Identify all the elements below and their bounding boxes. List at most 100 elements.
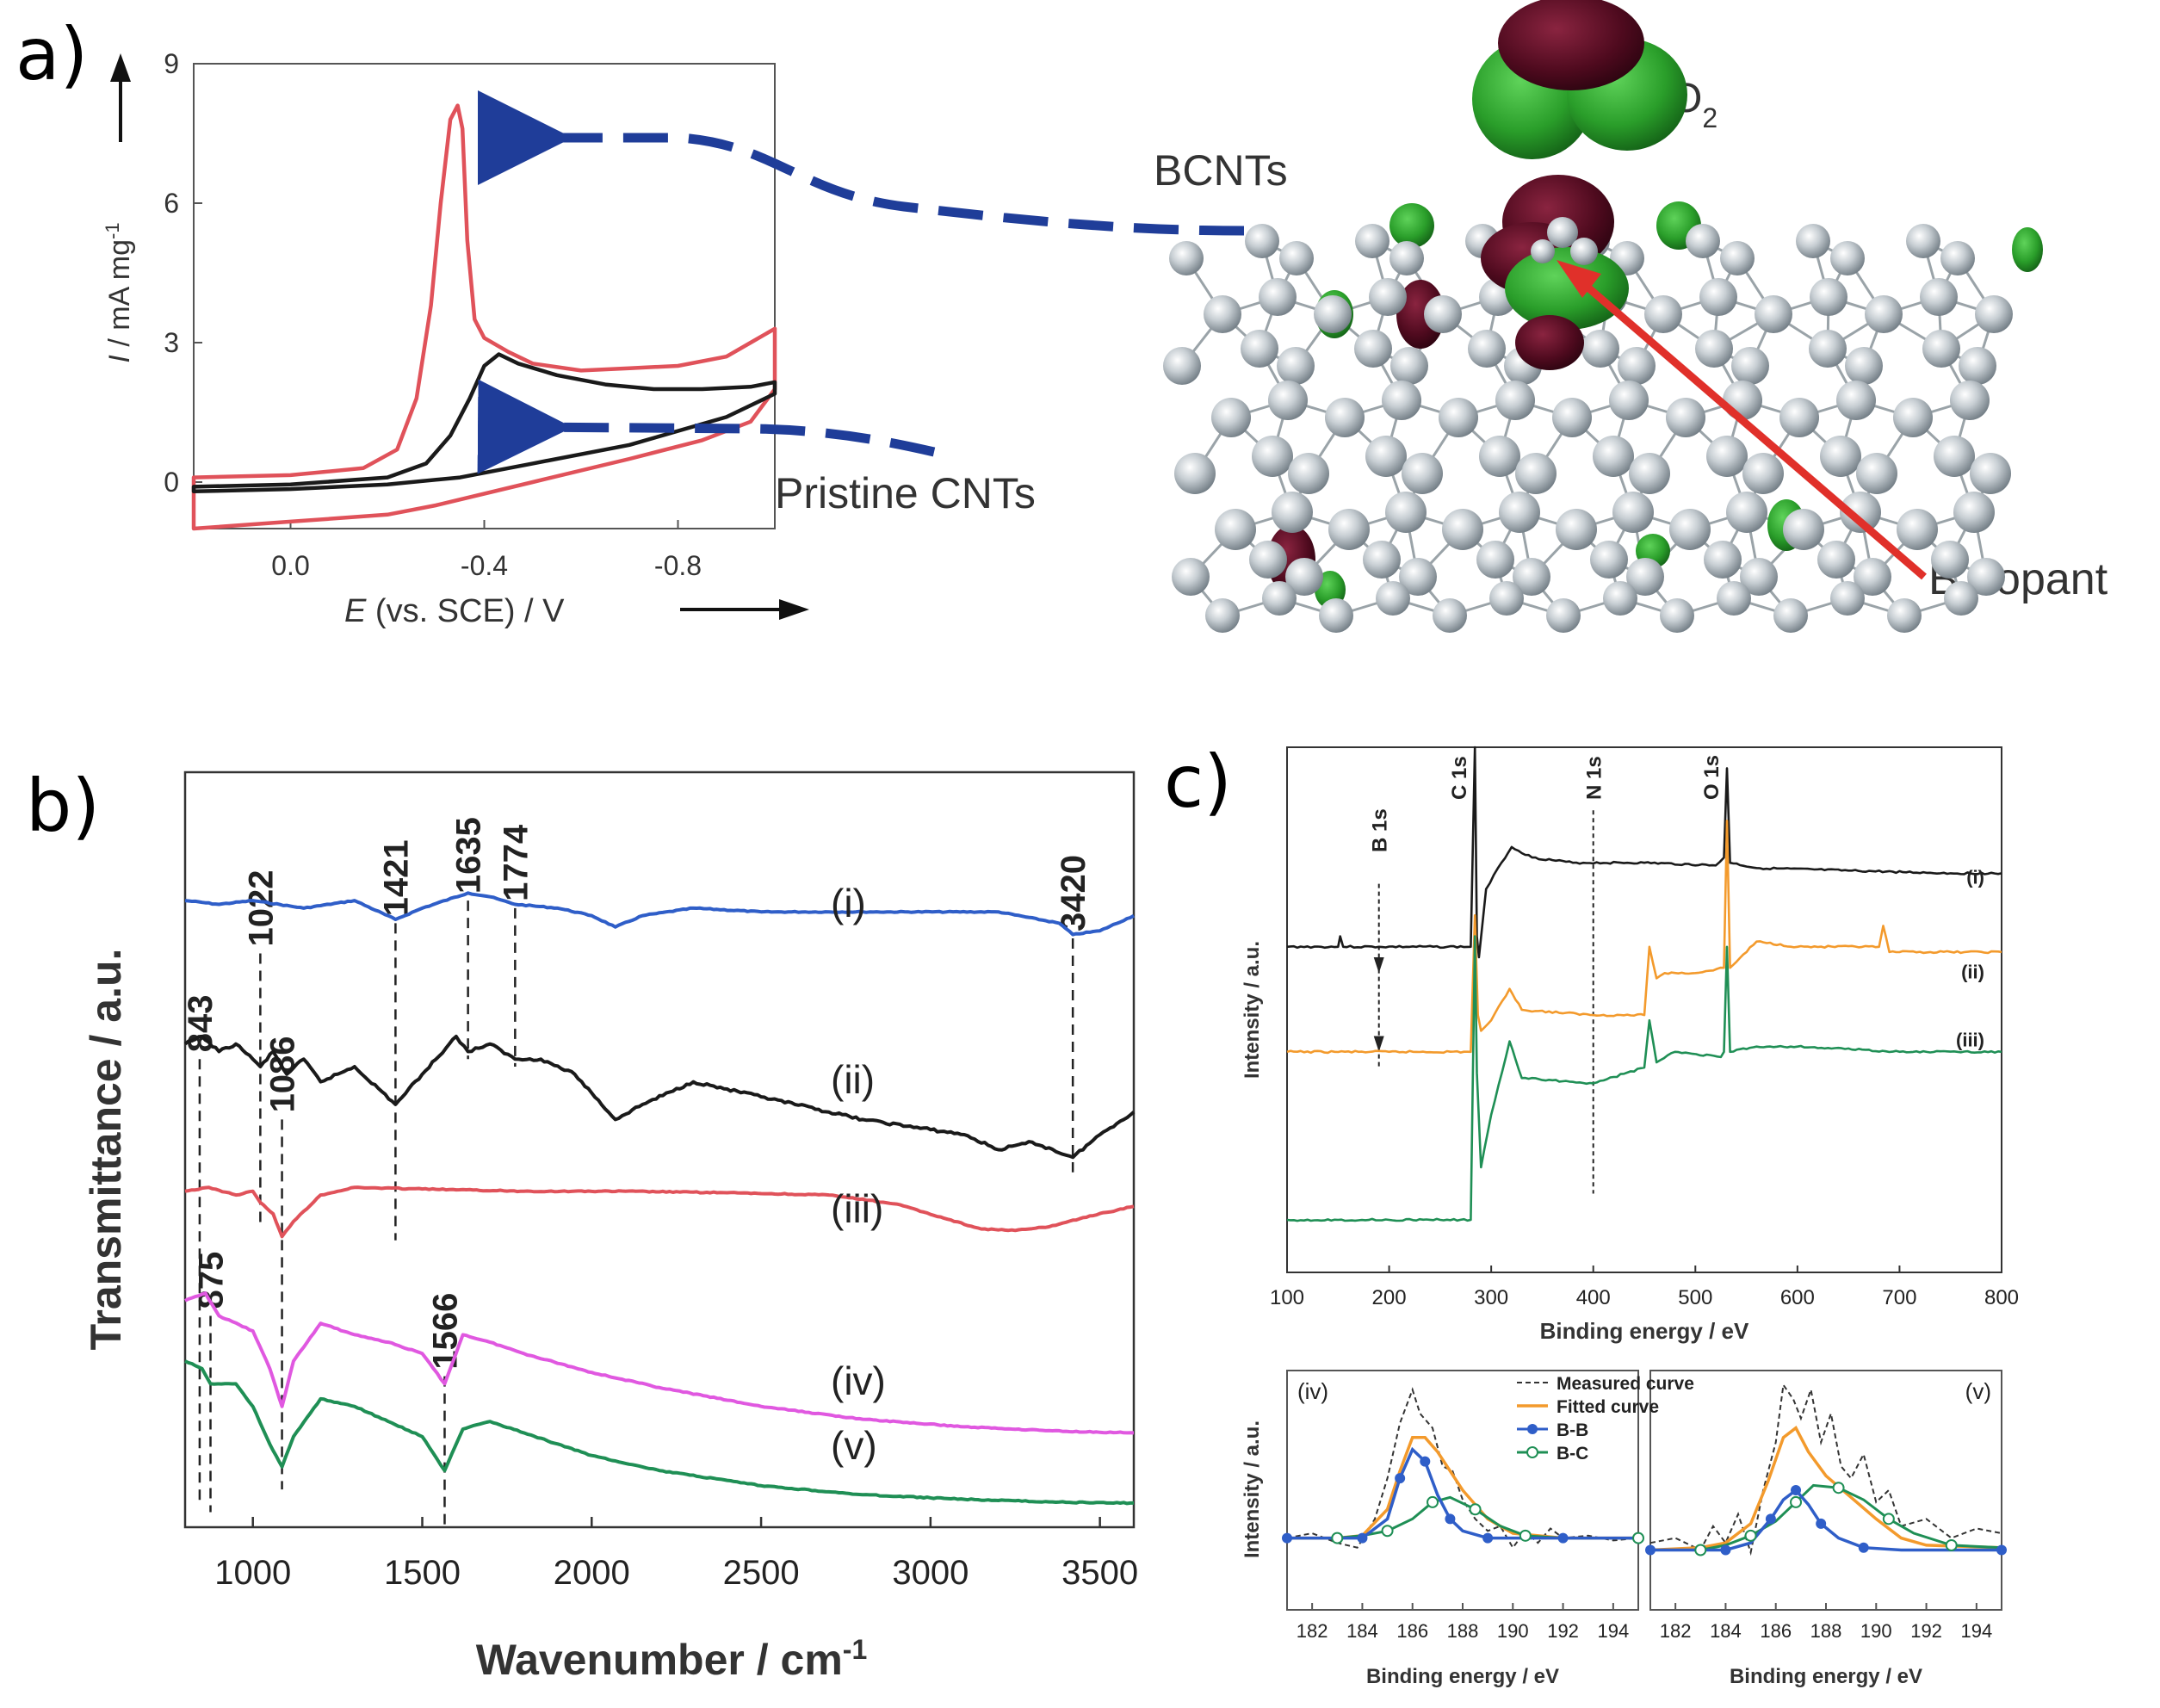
carbon-atom bbox=[1830, 241, 1865, 275]
carbon-atom bbox=[1376, 581, 1410, 616]
cv-axis-ticks: 0.0 -0.4 -0.8 0 3 6 9 bbox=[164, 48, 702, 581]
carbon-atom bbox=[1704, 541, 1742, 579]
inset-bb-curve bbox=[1287, 1446, 1638, 1540]
ftir-series-label: (i) bbox=[831, 881, 866, 925]
pristine-cnts-label: Pristine CNTs bbox=[775, 469, 1036, 517]
ftir-axis-ticks: 1000 1500 2000 2500 3000 3500 bbox=[214, 1517, 1138, 1592]
ftir-peak-label: 1566 bbox=[426, 1293, 464, 1370]
carbon-atom bbox=[1204, 295, 1241, 333]
b-dopant-arrow bbox=[1557, 260, 1927, 580]
inset-bb-marker bbox=[1420, 1456, 1431, 1467]
carbon-atom bbox=[1773, 598, 1808, 633]
carbon-atom bbox=[1285, 558, 1323, 596]
inset-legend: Measured curve Fitted curve B-B B-C bbox=[1517, 1374, 1694, 1464]
carbon-atom bbox=[1252, 436, 1293, 477]
carbon-atom bbox=[1259, 278, 1297, 316]
ftir-xtick-label: 3500 bbox=[1061, 1554, 1138, 1592]
legend-label: Fitted curve bbox=[1557, 1397, 1659, 1417]
ftir-ylabel: Transmittance / a.u. bbox=[82, 949, 130, 1351]
inset-bc-marker bbox=[1632, 1532, 1644, 1544]
carbon-atom bbox=[1499, 492, 1540, 533]
carbon-atom bbox=[1215, 509, 1256, 550]
ftir-peak-label: 1774 bbox=[497, 824, 535, 901]
carbon-atom bbox=[1328, 509, 1370, 550]
inset-xtick-label: 188 bbox=[1810, 1620, 1842, 1642]
inset-xtick-label: 184 bbox=[1346, 1620, 1378, 1642]
carbon-atom bbox=[1666, 398, 1705, 437]
xps-xlabel: Binding energy / eV bbox=[1540, 1318, 1749, 1344]
carbon-atom bbox=[1959, 347, 1996, 385]
carbon-atom bbox=[1593, 436, 1634, 477]
carbon-atom bbox=[1717, 581, 1751, 616]
xps-xtick-label: 800 bbox=[1984, 1286, 2019, 1309]
xps-b1s-arrowhead bbox=[1373, 957, 1384, 974]
xps-series-label: (iii) bbox=[1956, 1030, 1984, 1051]
carbon-atom bbox=[1172, 558, 1210, 596]
cv-y-arrow bbox=[110, 53, 131, 142]
inset-bb-marker bbox=[1282, 1532, 1292, 1544]
carbon-atom bbox=[1720, 241, 1755, 275]
carbon-atom bbox=[1669, 509, 1711, 550]
legend-marker-bb bbox=[1527, 1424, 1538, 1434]
xps-peak-labels: B 1s C 1s N 1s O 1s bbox=[1369, 755, 1724, 1194]
xps-xtick-label: 100 bbox=[1270, 1286, 1304, 1309]
carbon-atom bbox=[1836, 381, 1876, 420]
inset-bb-marker bbox=[1395, 1473, 1406, 1484]
carbon-atom bbox=[1399, 558, 1437, 596]
inset-xlabel-iv: Binding energy / eV bbox=[1366, 1665, 1559, 1688]
inset-bb-marker bbox=[1791, 1485, 1802, 1495]
xps-peak-label: N 1s bbox=[1583, 756, 1606, 800]
inset-xtick-label: 182 bbox=[1297, 1620, 1328, 1642]
carbon-atom bbox=[1626, 558, 1664, 596]
xps-xtick-label: 500 bbox=[1678, 1286, 1712, 1309]
inset-subpanel-label: (v) bbox=[1965, 1378, 1991, 1404]
cv-plot-frame bbox=[193, 63, 776, 529]
ftir-series-i bbox=[184, 891, 1136, 937]
bcnts-label: BCNTs bbox=[1154, 146, 1288, 195]
bcnt-molecular-model bbox=[1163, 0, 2043, 633]
inset-subpanel-label: (iv) bbox=[1297, 1378, 1328, 1404]
legend-label: Measured curve bbox=[1557, 1374, 1694, 1394]
ftir-peak-label: 3420 bbox=[1055, 855, 1092, 931]
carbon-atom bbox=[1840, 492, 1881, 533]
carbon-atom bbox=[1590, 541, 1628, 579]
cv-xlabel-text: (vs. SCE) / V bbox=[366, 593, 565, 629]
carbon-atom bbox=[1515, 453, 1557, 494]
inset-bc-marker bbox=[1331, 1532, 1344, 1544]
inset-xtick-label: 188 bbox=[1447, 1620, 1479, 1642]
ftir-series-label: (v) bbox=[831, 1423, 877, 1468]
ftir-xlabel-sup: -1 bbox=[843, 1634, 867, 1665]
carbon-atom bbox=[1820, 436, 1861, 477]
carbon-atom bbox=[1479, 436, 1520, 477]
xps-b1s-inset: 182 184 186 188 190 192 194 (iv) 182 184 186 188 190… bbox=[1241, 1370, 2007, 1688]
carbon-atom bbox=[1810, 278, 1847, 316]
inset-bc-marker bbox=[1694, 1544, 1707, 1556]
carbon-atom bbox=[1169, 241, 1204, 275]
carbon-atom bbox=[1402, 453, 1443, 494]
carbon-atom bbox=[1546, 598, 1581, 633]
xps-xtick-label: 400 bbox=[1576, 1286, 1611, 1309]
cv-x-arrow bbox=[680, 599, 809, 620]
inset-bb-marker bbox=[1765, 1513, 1776, 1525]
carbon-atom bbox=[1495, 381, 1535, 420]
carbon-atom bbox=[1796, 224, 1830, 258]
inset-bb-marker bbox=[1357, 1532, 1368, 1544]
carbon-atom bbox=[1830, 581, 1865, 616]
o2-label-sub: 2 bbox=[1702, 102, 1717, 133]
cv-ylabel-text: / mA mg bbox=[103, 239, 136, 355]
o2-orbital-lobes bbox=[1472, 0, 1687, 370]
cv-xtick-label: -0.8 bbox=[654, 550, 702, 581]
carbon-atom bbox=[1385, 492, 1427, 533]
carbon-atom bbox=[1856, 453, 1897, 494]
inset-fitted-curve bbox=[1649, 1426, 2002, 1552]
carbon-atom bbox=[1439, 398, 1478, 437]
inset-bc-marker bbox=[1882, 1513, 1895, 1525]
ftir-plot: 1000 1500 2000 2500 3000 3500 843875102210861… bbox=[82, 770, 1138, 1684]
carbon-atom bbox=[1854, 558, 1891, 596]
inset-bb-marker bbox=[1858, 1542, 1869, 1553]
inset-bb-marker bbox=[1557, 1532, 1569, 1544]
cv-series-pristine bbox=[191, 352, 777, 494]
carbon-atom bbox=[1581, 330, 1619, 368]
panel-label-b: b) bbox=[26, 764, 100, 848]
ftir-series-label: (iv) bbox=[831, 1358, 886, 1403]
